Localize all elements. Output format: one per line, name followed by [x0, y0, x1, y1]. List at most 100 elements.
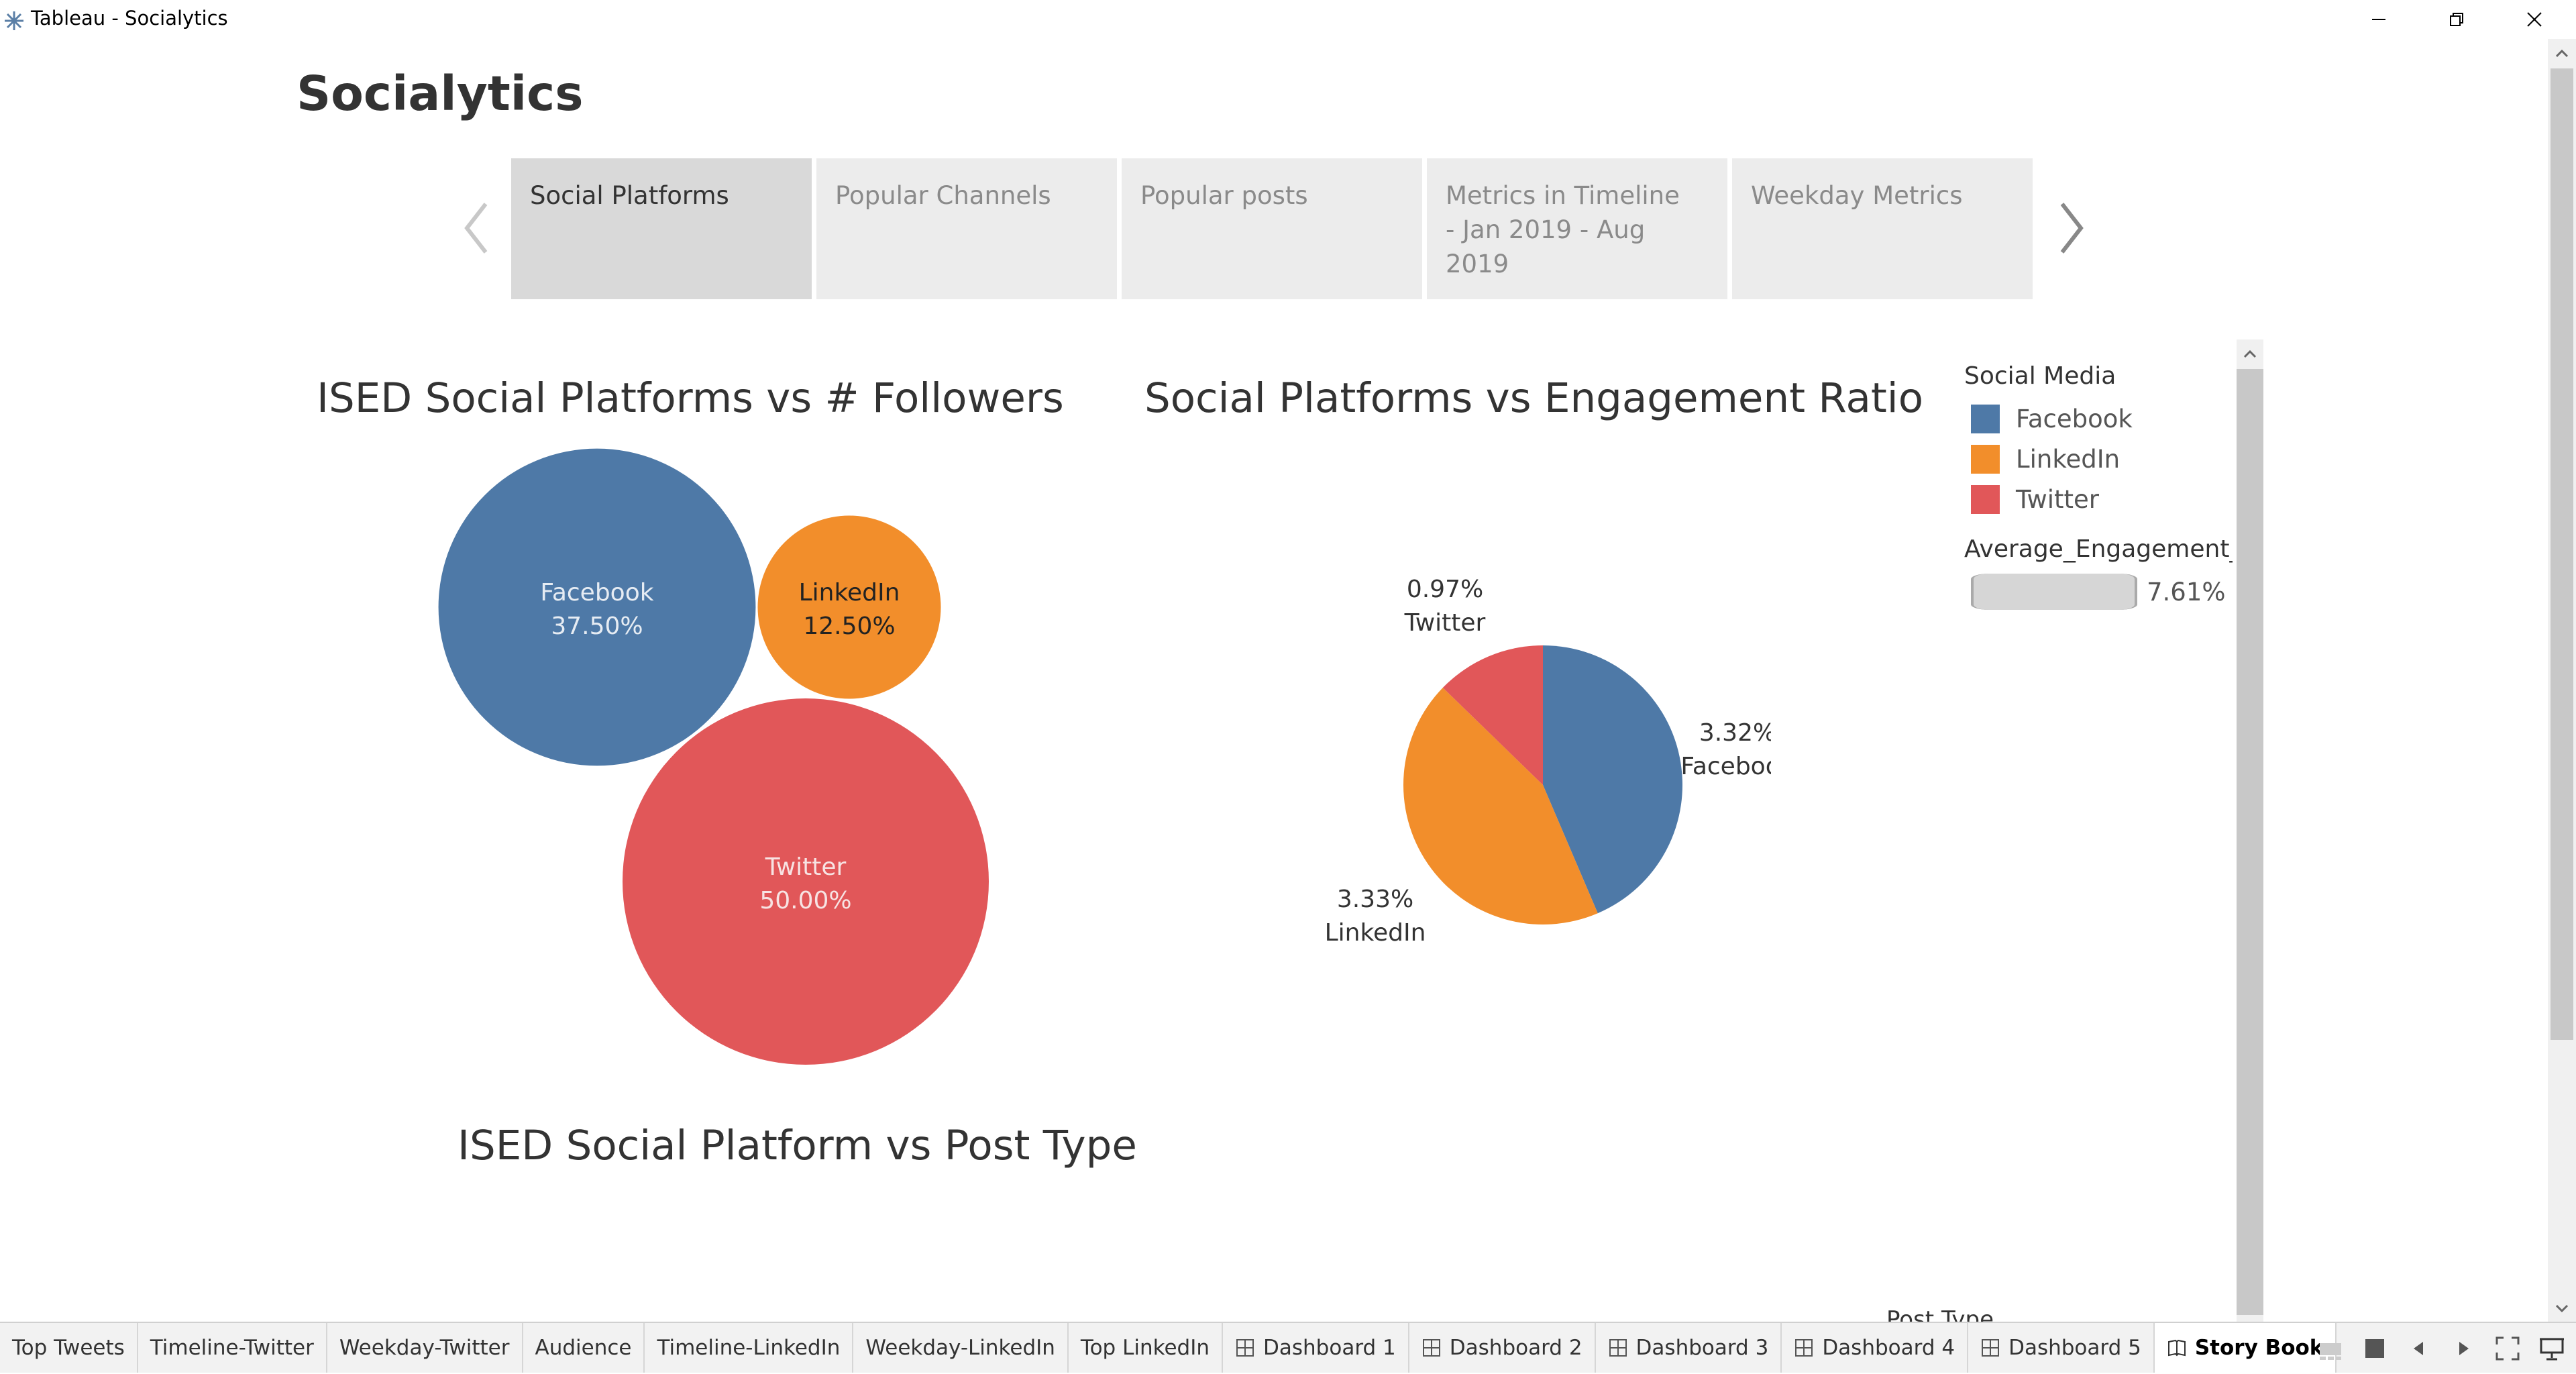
sheet-tab-timeline-twitter[interactable]: Timeline-Twitter	[138, 1323, 327, 1373]
legend-label: LinkedIn	[2016, 444, 2121, 474]
presentation-mode-icon[interactable]	[2537, 1334, 2567, 1363]
color-legend: Facebook LinkedIn Twitter	[1964, 399, 2233, 519]
size-legend-mark	[1971, 574, 2137, 610]
tab-view-icon[interactable]	[2360, 1334, 2390, 1363]
pie-category-label: Facebook	[1680, 753, 1771, 780]
sheet-tab-dashboard-4[interactable]: Dashboard 4	[1782, 1323, 1969, 1373]
post-type-axis-label: Post Type	[1886, 1308, 1994, 1322]
dashboard-grid-icon	[1609, 1339, 1627, 1357]
sheet-tab-label: Timeline-LinkedIn	[657, 1336, 841, 1360]
sheet-tab-label: Dashboard 4	[1822, 1336, 1955, 1360]
window-title: Tableau - Socialytics	[31, 7, 228, 30]
minimize-button[interactable]	[2340, 0, 2418, 39]
sheet-tabs: Top Tweets Timeline-Twitter Weekday-Twitte…	[0, 1323, 2337, 1373]
sheet-tab-dashboard-2[interactable]: Dashboard 2	[1409, 1323, 1596, 1373]
story-point-3[interactable]: Popular posts	[1122, 158, 1422, 299]
next-sheet-icon[interactable]	[2449, 1334, 2478, 1363]
scroll-up-arrow-icon[interactable]	[2242, 346, 2258, 362]
pie-slice-facebook[interactable]	[1543, 645, 1682, 914]
sheet-tab-label: Top LinkedIn	[1080, 1336, 1210, 1360]
window-scrollbar[interactable]	[2548, 39, 2576, 1322]
pie-value-label: 3.32%	[1699, 719, 1771, 747]
color-legend-title: Social Media	[1964, 362, 2116, 390]
legend-swatch	[1971, 444, 2000, 474]
sheet-tab-story-book[interactable]: Story Book	[2154, 1323, 2337, 1373]
sheet-tab-dashboard-5[interactable]: Dashboard 5	[1968, 1323, 2155, 1373]
size-legend: 7.61%	[1964, 572, 2233, 612]
sheet-tab-label: Timeline-Twitter	[150, 1336, 314, 1360]
post-type-chart-title: ISED Social Platform vs Post Type	[458, 1122, 1137, 1169]
sheet-tab-label: Dashboard 5	[2008, 1336, 2141, 1360]
pie-value-label: 3.33%	[1337, 886, 1413, 913]
size-legend-value: 7.61%	[2147, 577, 2226, 606]
sheet-tab-label: Weekday-LinkedIn	[865, 1336, 1055, 1360]
sheet-tab-label: Weekday-Twitter	[339, 1336, 510, 1360]
minimize-icon	[2372, 19, 2385, 20]
bubble-label: LinkedIn	[799, 579, 900, 606]
legend-swatch	[1971, 484, 2000, 514]
bubble-linkedin[interactable]	[757, 515, 941, 699]
restore-button[interactable]	[2418, 0, 2496, 39]
legend-panel: Social Media Facebook LinkedIn Twitter Ave…	[1964, 362, 2233, 612]
scroll-up-arrow-icon[interactable]	[2554, 46, 2570, 62]
sheet-tab-audience[interactable]: Audience	[523, 1323, 645, 1373]
restore-icon	[2450, 13, 2463, 26]
sheet-tab-top-linkedin[interactable]: Top LinkedIn	[1069, 1323, 1224, 1373]
legend-swatch	[1971, 404, 2000, 433]
scrollbar-thumb[interactable]	[2551, 68, 2573, 1040]
sheet-tab-bar: Top Tweets Timeline-Twitter Weekday-Twitte…	[0, 1322, 2576, 1373]
pie-category-label: LinkedIn	[1325, 919, 1426, 947]
story-next-button[interactable]	[2051, 195, 2092, 262]
close-icon	[2527, 12, 2542, 27]
sheet-tab-dashboard-1[interactable]: Dashboard 1	[1223, 1323, 1409, 1373]
legend-label: Twitter	[2016, 484, 2100, 514]
dashboard-grid-icon	[1982, 1339, 2000, 1357]
bubble-value-label: 50.00%	[759, 887, 851, 914]
pie-slice-twitter[interactable]	[1442, 645, 1543, 785]
sheet-tab-label: Dashboard 2	[1449, 1336, 1582, 1360]
scrollbar-thumb[interactable]	[2237, 369, 2263, 1315]
dashboard-grid-icon	[1422, 1339, 1440, 1357]
pie-slice-linkedin[interactable]	[1403, 688, 1598, 924]
window-titlebar: Tableau - Socialytics	[0, 0, 2576, 39]
dashboard-grid-icon	[1236, 1339, 1254, 1357]
legend-item-linkedin[interactable]: LinkedIn	[1964, 439, 2233, 479]
sheet-tab-label: Dashboard 3	[1635, 1336, 1769, 1360]
bubble-value-label: 37.50%	[551, 613, 643, 640]
chevron-right-icon	[2060, 203, 2084, 254]
filmstrip-view-icon[interactable]	[2316, 1334, 2345, 1363]
close-button[interactable]	[2496, 0, 2573, 39]
story-prev-button[interactable]	[456, 195, 496, 262]
scroll-down-arrow-icon[interactable]	[2554, 1300, 2570, 1316]
legend-item-facebook[interactable]: Facebook	[1964, 399, 2233, 439]
story-point-1[interactable]: Social Platforms	[511, 158, 812, 299]
size-legend-title: Average_Engagement_(	[1964, 535, 2233, 563]
bubble-facebook[interactable]	[438, 448, 756, 766]
previous-sheet-icon[interactable]	[2404, 1334, 2434, 1363]
story-point-5[interactable]: Weekday Metrics	[1732, 158, 2033, 299]
sheet-tab-dashboard-3[interactable]: Dashboard 3	[1596, 1323, 1782, 1373]
story-point-4[interactable]: Metrics in Timeline - Jan 2019 - Aug 201…	[1427, 158, 1727, 299]
story-points-navigator: Social Platforms Popular Channels Popular …	[511, 158, 2033, 299]
sheet-tab-top-tweets[interactable]: Top Tweets	[0, 1323, 138, 1373]
sheet-tab-timeline-linkedin[interactable]: Timeline-LinkedIn	[645, 1323, 854, 1373]
sheet-tab-label: Top Tweets	[12, 1336, 125, 1360]
tab-bar-tools	[2316, 1323, 2576, 1374]
pie-category-label: Twitter	[1404, 609, 1486, 637]
sheet-tab-weekday-linkedin[interactable]: Weekday-LinkedIn	[853, 1323, 1069, 1373]
story-title: Socialytics	[297, 66, 584, 121]
chevron-left-icon	[464, 203, 488, 254]
legend-item-twitter[interactable]: Twitter	[1964, 479, 2233, 519]
sheet-tab-label: Audience	[535, 1336, 632, 1360]
followers-chart-title: ISED Social Platforms vs # Followers	[317, 374, 1064, 422]
dashboard-grid-icon	[1795, 1339, 1813, 1357]
bubble-twitter[interactable]	[623, 698, 989, 1065]
dashboard-scrollbar[interactable]	[2237, 339, 2263, 1322]
fullscreen-icon[interactable]	[2493, 1334, 2522, 1363]
story-book-icon	[2167, 1339, 2186, 1357]
sheet-tab-weekday-twitter[interactable]: Weekday-Twitter	[327, 1323, 523, 1373]
legend-label: Facebook	[2016, 404, 2133, 433]
bubble-label: Facebook	[540, 579, 653, 606]
followers-bubble-chart: Facebook 37.50% LinkedIn 12.50% Twitter 50.00…	[438, 448, 989, 1065]
story-point-2[interactable]: Popular Channels	[816, 158, 1117, 299]
